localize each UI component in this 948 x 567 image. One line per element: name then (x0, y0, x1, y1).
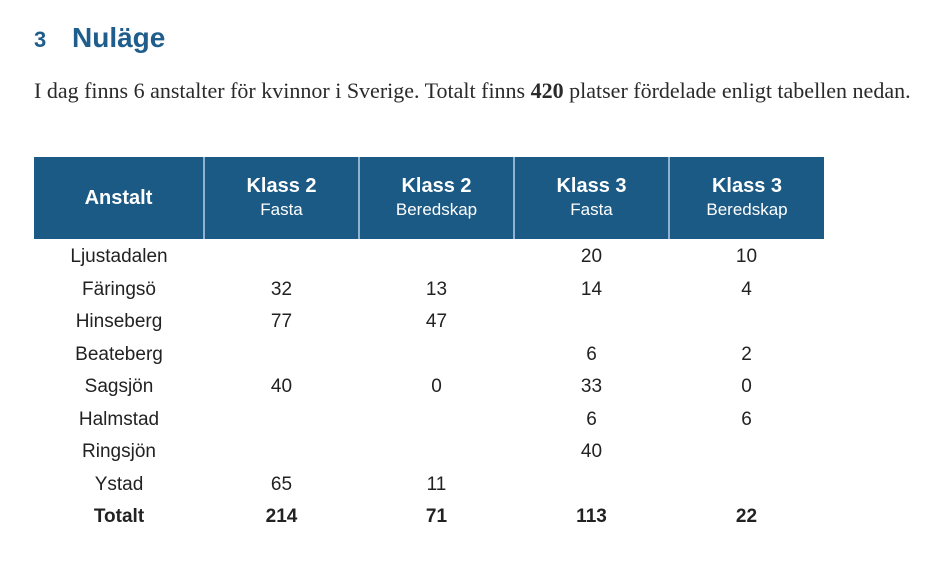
cell-value (359, 436, 514, 469)
intro-total-places: 420 (530, 78, 564, 103)
total-label: Totalt (93, 506, 145, 528)
cell-value: 77 (270, 311, 293, 333)
table-row: Beateberg 6 2 (34, 339, 824, 372)
header-sub: Fasta (570, 200, 613, 219)
cell-value: 6 (586, 408, 597, 430)
cell-anstalt: Halmstad (78, 408, 160, 430)
cell-value (669, 436, 824, 469)
header-klass2-fasta: Klass 2 Fasta (203, 157, 359, 239)
header-anstalt: Anstalt (34, 157, 204, 239)
total-value: 214 (265, 506, 298, 528)
cell-anstalt: Beateberg (75, 343, 163, 365)
cell-value: 0 (741, 376, 752, 398)
cell-anstalt: Hinseberg (75, 311, 163, 333)
cell-value: 32 (270, 278, 293, 300)
cell-value (204, 436, 359, 469)
cell-anstalt: Färingsö (82, 278, 156, 300)
cell-value (514, 306, 669, 339)
header-klass3-fasta: Klass 3 Fasta (513, 157, 669, 239)
cell-value: 2 (741, 343, 752, 365)
table-header-row: Anstalt Klass 2 Fasta Klass 2 Beredskap … (34, 157, 824, 239)
cell-value (359, 404, 514, 437)
cell-value: 40 (580, 441, 603, 463)
cell-value: 4 (741, 278, 752, 300)
cell-anstalt: Sagsjön (84, 376, 154, 398)
cell-value: 40 (270, 376, 293, 398)
table-row: Ljustadalen 20 10 (34, 239, 824, 274)
cell-value (359, 339, 514, 372)
header-main: Klass 2 (401, 175, 472, 197)
cell-anstalt: Ringsjön (82, 441, 156, 463)
cell-anstalt: Ystad (94, 473, 144, 495)
section-title: Nuläge (72, 22, 166, 53)
cell-value: 0 (431, 376, 442, 398)
header-klass3-beredskap: Klass 3 Beredskap (668, 157, 824, 239)
table-row: Halmstad 6 6 (34, 404, 824, 437)
cell-value: 20 (580, 246, 603, 268)
cell-value (669, 469, 824, 502)
table-row: Ringsjön 40 (34, 436, 824, 469)
header-sub: Fasta (260, 200, 303, 219)
header-klass2-beredskap: Klass 2 Beredskap (358, 157, 514, 239)
cell-value: 6 (741, 408, 752, 430)
header-main: Anstalt (84, 187, 153, 209)
cell-value (204, 339, 359, 372)
table-row: Hinseberg 77 47 (34, 306, 824, 339)
cell-value: 47 (425, 311, 448, 333)
header-sub: Beredskap (706, 200, 788, 219)
cell-value: 13 (425, 278, 448, 300)
intro-text-start: I dag finns 6 anstalter för kvinnor i Sv… (34, 78, 531, 103)
cell-value: 65 (270, 473, 293, 495)
header-sub: Beredskap (395, 200, 478, 219)
total-row: Totalt 214 71 113 22 (34, 501, 824, 534)
header-main: Klass 3 (556, 175, 627, 197)
intro-text-end: platser fördelade enligt tabellen nedan. (563, 78, 911, 103)
section-heading: 3 Nuläge (34, 22, 165, 54)
cell-value: 10 (735, 246, 758, 268)
places-table: Anstalt Klass 2 Fasta Klass 2 Beredskap … (34, 157, 824, 534)
cell-value: 14 (580, 278, 603, 300)
section-number: 3 (34, 27, 47, 52)
cell-value (204, 404, 359, 437)
cell-value: 33 (580, 376, 603, 398)
cell-value (514, 469, 669, 502)
cell-value (359, 239, 514, 274)
intro-paragraph: I dag finns 6 anstalter för kvinnor i Sv… (34, 74, 914, 108)
total-value: 113 (576, 506, 607, 528)
table-row: Färingsö 32 13 14 4 (34, 274, 824, 307)
total-value: 71 (425, 506, 448, 528)
header-main: Klass 3 (711, 175, 783, 197)
cell-value (204, 239, 359, 274)
total-value: 22 (735, 506, 758, 528)
header-main: Klass 2 (246, 175, 317, 197)
cell-value: 11 (426, 473, 447, 495)
table-row: Ystad 65 11 (34, 469, 824, 502)
table-row: Sagsjön 40 0 33 0 (34, 371, 824, 404)
cell-value (669, 306, 824, 339)
cell-anstalt: Ljustadalen (70, 246, 168, 268)
cell-value: 6 (586, 343, 597, 365)
